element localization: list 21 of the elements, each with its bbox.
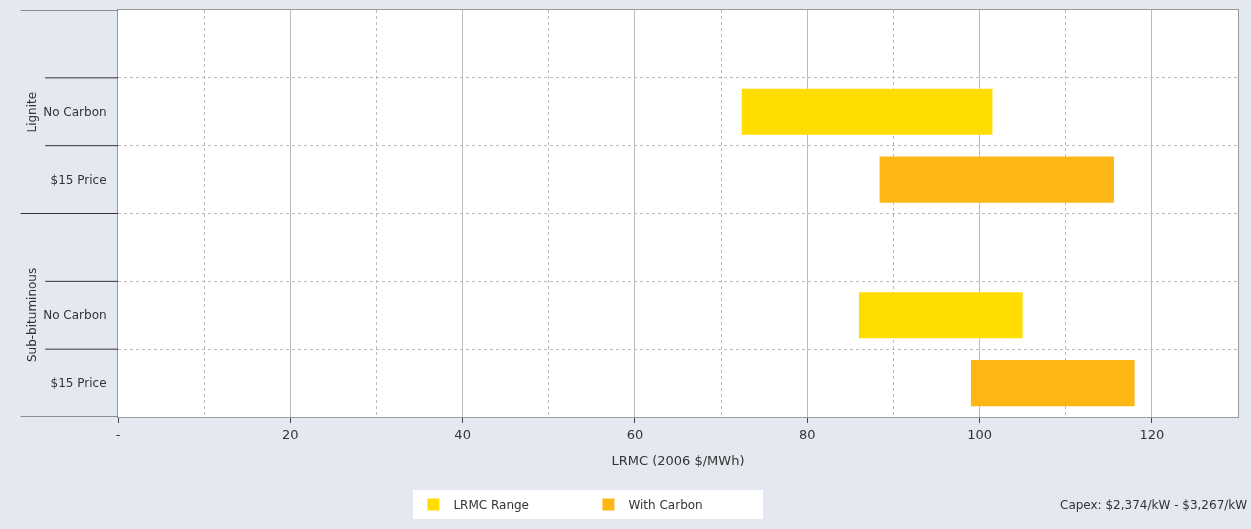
text: Sub-bituminous — [24, 267, 39, 363]
text: Lignite — [25, 91, 40, 133]
x-tick-label: 80 — [798, 426, 816, 442]
x-tick-label: - — [115, 426, 121, 442]
y-tick-label: No Carbon — [43, 104, 107, 119]
x-tick-label: 120 — [1139, 426, 1165, 442]
y-tick-label: $15 Price — [50, 172, 107, 187]
legend-label: LRMC Range — [453, 498, 530, 513]
x-tick-label: 60 — [626, 426, 644, 442]
x-tick-label: 100 — [967, 426, 992, 442]
x-tick-label: 20 — [282, 426, 299, 442]
text: Capex: $2,374/kW - $3,267/kW — [1060, 498, 1248, 512]
bar — [858, 292, 1023, 339]
bar — [879, 156, 1114, 203]
bar — [741, 88, 993, 135]
y-tick-label: $15 Price — [50, 376, 107, 391]
x-axis-title: LRMC (2006 $/MWh) — [611, 453, 745, 469]
y-tick-label: No Carbon — [43, 308, 107, 323]
bar — [970, 360, 1135, 407]
x-tick-label: 40 — [454, 426, 471, 442]
legend-label: With Carbon — [628, 498, 703, 513]
